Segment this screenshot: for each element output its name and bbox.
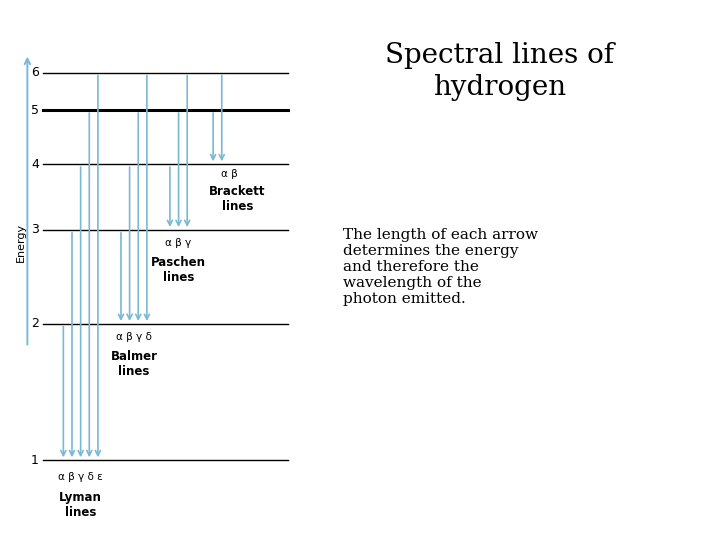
Text: Spectral lines of
hydrogen: Spectral lines of hydrogen (384, 43, 614, 100)
Text: α β γ δ ε: α β γ δ ε (58, 472, 103, 482)
Text: Balmer
lines: Balmer lines (110, 350, 158, 378)
Text: The length of each arrow
determines the energy
and therefore the
wavelength of t: The length of each arrow determines the … (343, 228, 539, 307)
Text: 5: 5 (31, 104, 39, 117)
Text: α β: α β (220, 169, 238, 179)
Text: α β γ δ: α β γ δ (116, 333, 152, 342)
Text: Lyman
lines: Lyman lines (59, 491, 102, 519)
Text: 2: 2 (31, 318, 39, 330)
Text: 1: 1 (31, 454, 39, 467)
Text: 3: 3 (31, 224, 39, 237)
Text: Brackett
lines: Brackett lines (210, 185, 266, 213)
Text: α β γ: α β γ (166, 239, 192, 248)
Text: 6: 6 (31, 66, 39, 79)
Text: 4: 4 (31, 158, 39, 171)
Text: Energy: Energy (16, 224, 26, 262)
Text: Paschen
lines: Paschen lines (151, 256, 206, 284)
